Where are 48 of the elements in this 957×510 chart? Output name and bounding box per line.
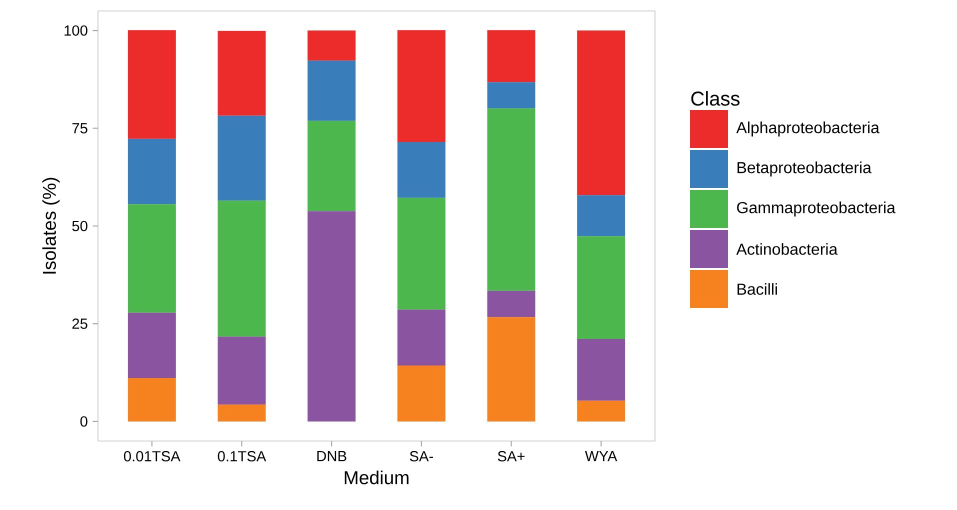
y-tick-label: 50	[72, 220, 88, 232]
x-tick-label: WYA	[584, 451, 618, 462]
bar	[218, 200, 266, 337]
y-tick-label: 0	[80, 416, 88, 427]
legend-label: Actinobacteria	[736, 243, 838, 255]
bar	[128, 312, 176, 378]
bar	[128, 378, 176, 422]
bar	[397, 366, 446, 422]
bar	[128, 30, 176, 139]
y-tick-label: 25	[72, 318, 88, 329]
bar	[308, 30, 356, 61]
bar	[218, 336, 266, 405]
bar	[487, 82, 536, 108]
legend-label: Bacilli	[738, 283, 777, 295]
bar	[128, 204, 176, 313]
legend-label: Gammaproteobacteria	[737, 202, 896, 216]
bar	[577, 400, 626, 422]
bar	[577, 195, 626, 236]
legend-label: Alphaproteobacteria	[736, 122, 880, 136]
x-tick-label: SA-	[410, 451, 433, 462]
y-tick-label: 100	[64, 25, 88, 36]
y-tick-label: 75	[72, 123, 88, 134]
bar	[397, 30, 446, 142]
bar	[487, 108, 536, 291]
bar	[397, 310, 446, 366]
bar	[487, 30, 536, 82]
x-tick-label: DNB	[317, 451, 346, 462]
bar	[218, 404, 266, 422]
x-tick-label: SA+	[498, 451, 525, 462]
bar	[397, 142, 446, 198]
bar	[487, 317, 536, 422]
bar	[128, 138, 176, 204]
bar	[308, 120, 356, 212]
bar	[308, 211, 356, 422]
x-tick-label: 0.01TSA	[124, 451, 180, 462]
bar	[577, 30, 626, 196]
bar	[487, 290, 536, 318]
legend-label: Betaproteobacteria	[738, 162, 872, 176]
x-axis-title: Medium	[344, 470, 408, 484]
bar	[218, 116, 266, 201]
y-axis-title: Isolates (%)	[42, 178, 60, 274]
bar	[308, 60, 356, 121]
bar	[577, 338, 626, 401]
bar	[577, 236, 626, 339]
bar	[397, 198, 446, 310]
x-tick-label: 0.1TSA	[218, 451, 266, 462]
legend-title: Class	[691, 91, 740, 106]
bar	[218, 30, 266, 116]
